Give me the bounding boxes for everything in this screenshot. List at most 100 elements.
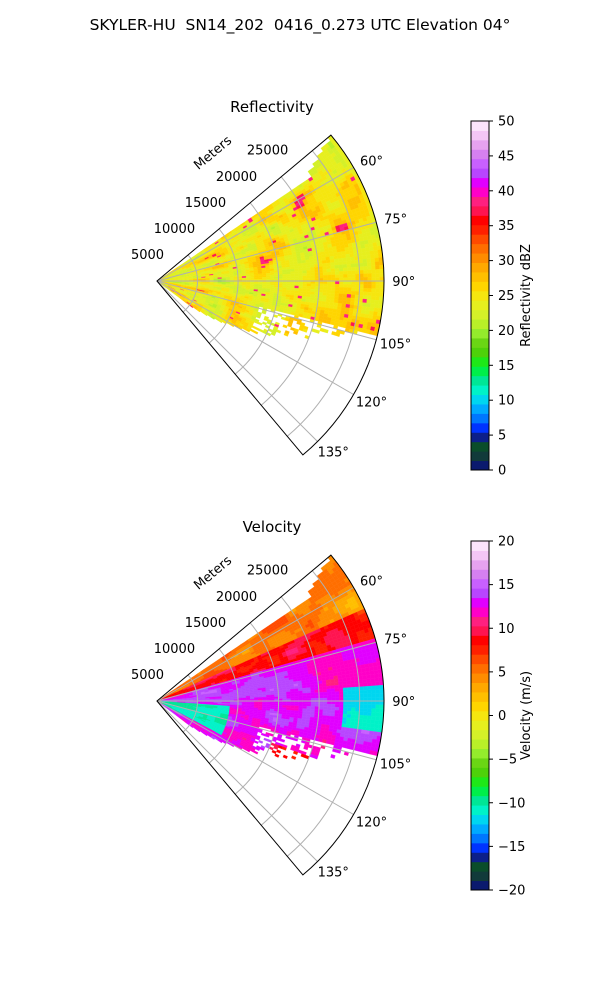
heatmap-cell [270, 276, 275, 280]
heatmap-cell [286, 271, 291, 275]
colorbar-segment [471, 177, 489, 188]
range-tick-label: 25000 [247, 144, 288, 159]
colorbar-segment [471, 441, 489, 452]
heatmap-cell [379, 280, 385, 286]
colorbar-segment [471, 224, 489, 235]
heatmap-cell [270, 282, 275, 286]
colorbar-tick-label: 0 [498, 464, 506, 479]
colorbar-tick-label: 15 [498, 359, 515, 374]
heatmap-cell [306, 267, 311, 271]
heatmap-cell [322, 295, 327, 299]
heatmap-cell [245, 277, 251, 280]
heatmap-cell [302, 273, 308, 277]
heatmap-cell [339, 271, 344, 275]
figure-title: SKYLER-HU SN14_202 0416_0.273 UTC Elevat… [89, 16, 511, 34]
heatmap-cell [278, 282, 283, 286]
heatmap-cell [254, 282, 259, 285]
heatmap-cell [362, 262, 368, 267]
heatmap-cell [370, 303, 375, 308]
azimuth-tick-label: 60° [360, 155, 383, 170]
heatmap-cell [314, 289, 320, 293]
heatmap-cell [334, 261, 339, 266]
heatmap-cell [334, 293, 340, 298]
heatmap-cell [359, 280, 364, 285]
range-tick-label: 20000 [216, 170, 257, 185]
heatmap-cell [335, 283, 340, 288]
heatmap-cell [322, 292, 327, 296]
heatmap-cell [370, 674, 375, 679]
heatmap-cell [379, 276, 385, 282]
heatmap-cell [261, 321, 267, 326]
heatmap-cell [258, 277, 263, 280]
heatmap-cell [334, 290, 340, 294]
colorbar-segment [471, 460, 489, 471]
heatmap-cell [326, 283, 332, 288]
heatmap-cell [286, 276, 291, 279]
colorbar-tick-label: 25 [498, 289, 515, 304]
heatmap-cell [363, 280, 368, 285]
heatmap-cell [314, 283, 320, 287]
heatmap-cell [250, 277, 255, 280]
heatmap-cell [367, 265, 372, 271]
heatmap-cell [254, 277, 259, 280]
heatmap-cell [262, 277, 267, 280]
heatmap-cell [349, 253, 355, 258]
heatmap-cell [362, 295, 368, 300]
azimuth-tick-label: 90° [392, 275, 415, 290]
heatmap-cell [298, 283, 304, 287]
heatmap-cell [321, 677, 327, 681]
heatmap-cell [302, 285, 308, 289]
heatmap-cell [334, 271, 340, 275]
heatmap-cell [298, 288, 303, 292]
colorbar-tick-label: 50 [498, 115, 515, 130]
heatmap-cell [346, 680, 351, 685]
heatmap-cell [266, 276, 271, 280]
heatmap-cell [345, 253, 351, 258]
heatmap-cell [298, 273, 303, 277]
heatmap-cell [294, 270, 299, 274]
heatmap-cell [367, 269, 372, 274]
heatmap-cell [310, 275, 316, 279]
heatmap-cell [341, 251, 346, 256]
heatmap-cell [373, 245, 378, 251]
heatmap-cell [370, 261, 376, 267]
colorbar-segment [471, 271, 489, 282]
range-tick-label: 10000 [154, 222, 195, 237]
heatmap-cell [282, 283, 287, 286]
colorbar-segment [471, 121, 489, 131]
heatmap-cell [342, 260, 347, 265]
heatmap-cell [349, 301, 355, 306]
heatmap-cell [379, 268, 385, 274]
heatmap-cell [350, 680, 356, 685]
heatmap-cell [370, 257, 376, 263]
heatmap-cell [276, 329, 282, 334]
colorbar-segment [471, 253, 489, 263]
heatmap-cell [310, 272, 316, 276]
range-tick-label: 5000 [131, 248, 164, 263]
heatmap-cell [297, 685, 303, 689]
heatmap-cell [334, 264, 340, 269]
heatmap-cell [314, 266, 319, 271]
heatmap-cell [379, 284, 385, 290]
heatmap-cell [298, 285, 303, 289]
heatmap-cell [363, 269, 368, 274]
heatmap-cell [351, 277, 356, 282]
heatmap-cell [322, 268, 328, 273]
heatmap-cell [362, 675, 367, 680]
heatmap-cell [363, 266, 368, 271]
colorbar-label: Reflectivity dBZ [519, 244, 534, 347]
heatmap-cell [282, 274, 287, 277]
heatmap-cell [366, 254, 371, 260]
colorbar-segment [471, 309, 489, 320]
heatmap-cell [289, 266, 295, 270]
heatmap-cell [326, 682, 331, 687]
heatmap-cell [343, 287, 348, 292]
heatmap-cell [374, 677, 380, 683]
heatmap-cell [262, 275, 267, 278]
heatmap-cell [310, 286, 316, 290]
heatmap-cell [290, 271, 295, 275]
heatmap-cell [363, 277, 368, 282]
heatmap-cell [322, 274, 328, 279]
heatmap-cell [334, 268, 340, 272]
heatmap-cell [217, 278, 222, 281]
